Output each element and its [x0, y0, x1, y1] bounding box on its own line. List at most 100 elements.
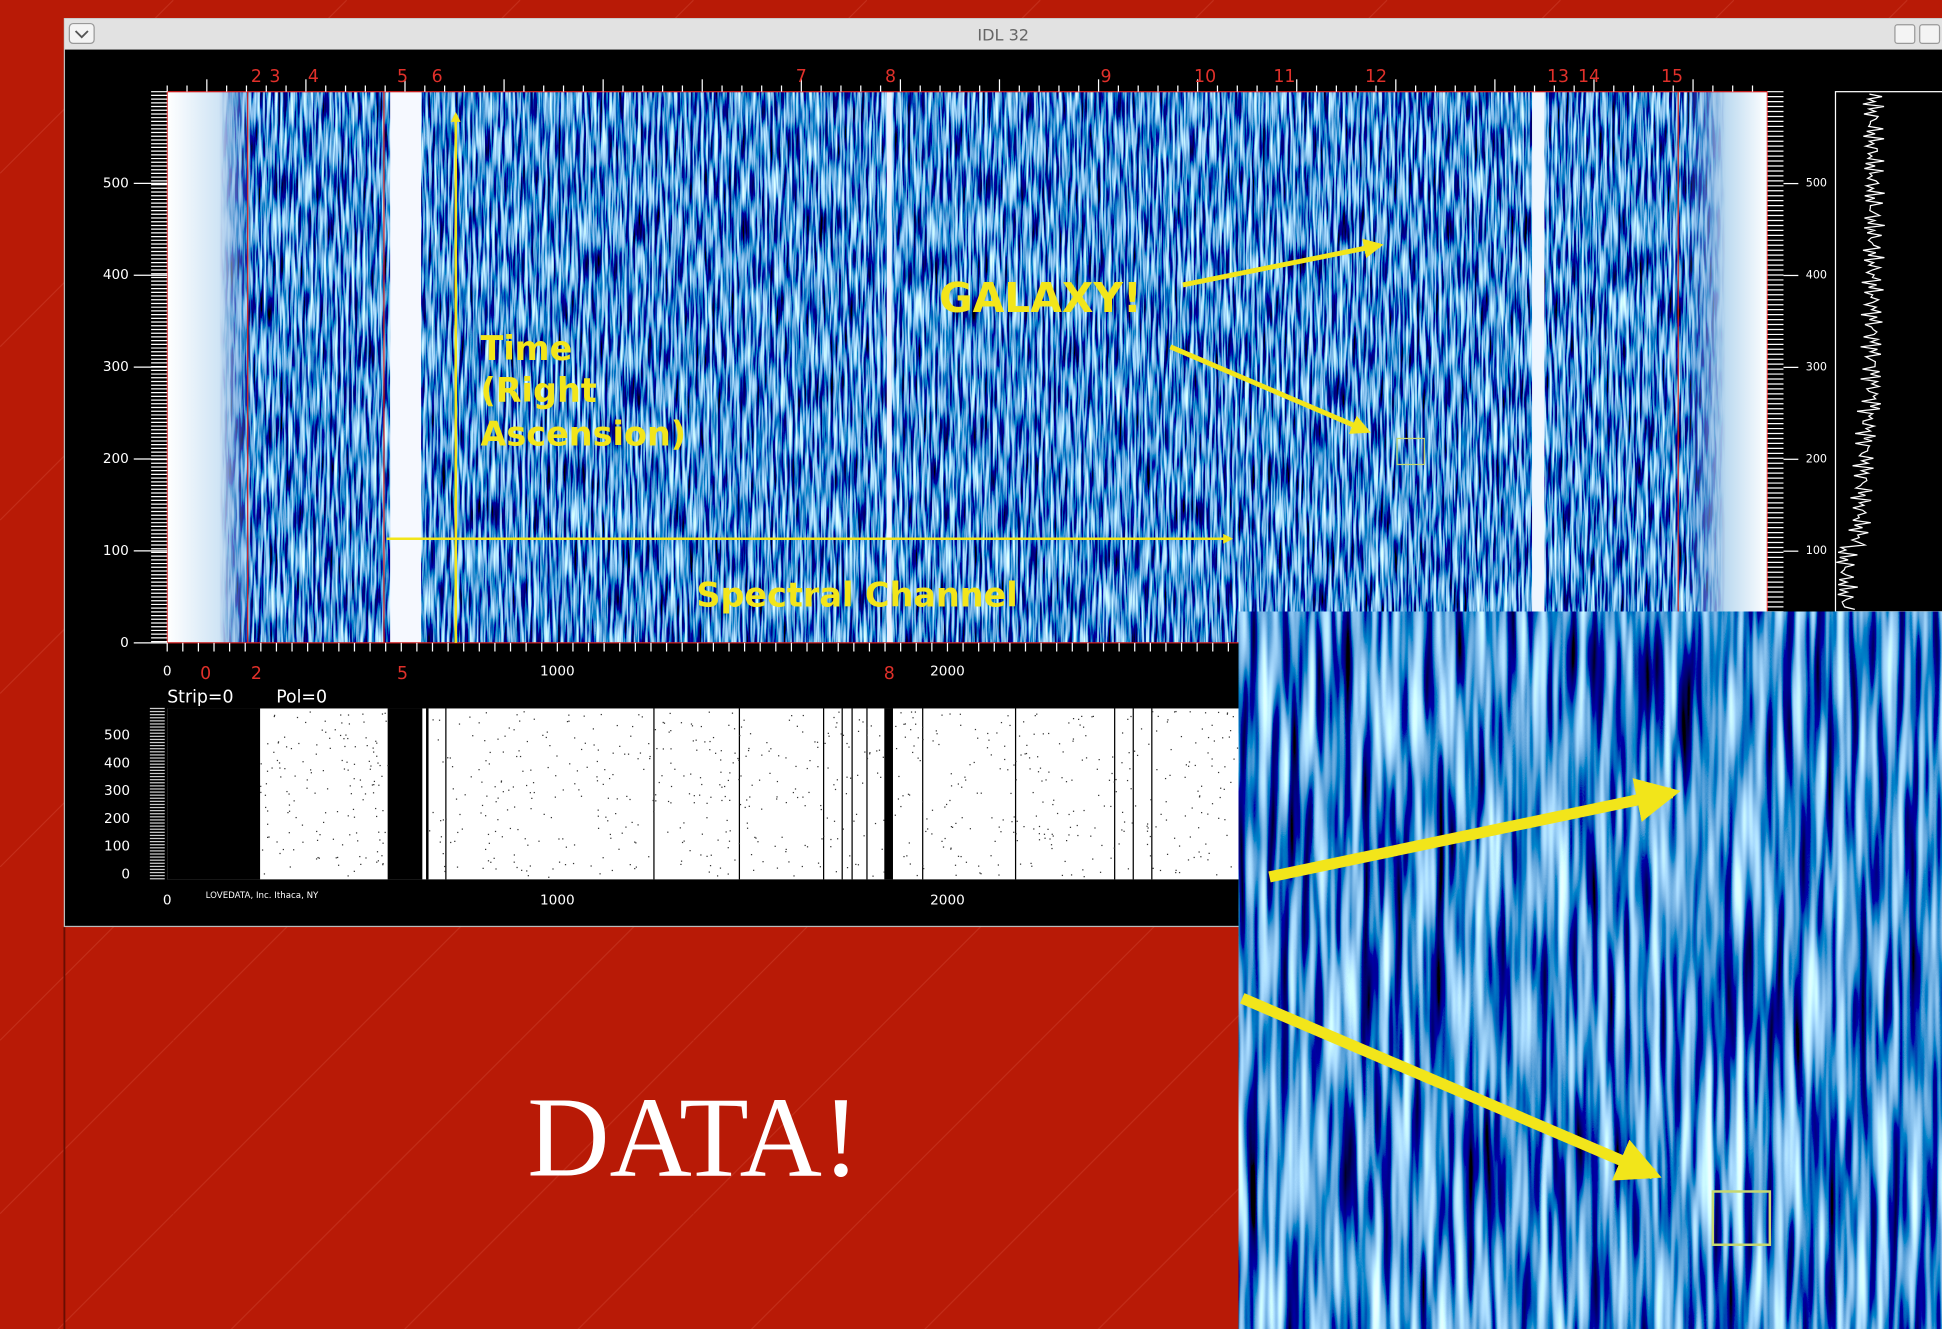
flag-dot: [356, 832, 357, 833]
flag-plot: [167, 708, 1238, 879]
flag-dot: [955, 823, 956, 824]
channel-label: 11: [1273, 67, 1295, 87]
flag-dot: [830, 839, 831, 840]
flag-dot: [849, 855, 850, 856]
flag-dot: [683, 775, 684, 776]
band-edge-left: [167, 92, 254, 643]
flag-dot: [755, 838, 756, 839]
flag-dot: [670, 763, 671, 764]
flag-dot: [876, 750, 877, 751]
flag-dot: [820, 866, 821, 867]
side-plot: [1835, 92, 1942, 612]
flag-dot: [855, 864, 856, 865]
flag-dot: [598, 810, 599, 811]
flag-dot: [335, 729, 336, 730]
flag-dot: [709, 712, 710, 713]
flag-dot: [864, 751, 865, 752]
flag-dot: [382, 713, 383, 714]
flag-dot: [990, 855, 991, 856]
flag-dot: [1013, 764, 1014, 765]
flag-dot: [749, 796, 750, 797]
flag-dot: [1201, 812, 1202, 813]
flag-dot: [670, 802, 671, 803]
flag-dot: [1207, 813, 1208, 814]
page: DATA! {"window": {"title": "IDL 32"}, "p…: [0, 0, 1942, 1329]
flag-dot: [900, 806, 901, 807]
flag-dot: [1068, 722, 1069, 723]
flag-dot: [869, 753, 870, 754]
flag-dot: [501, 781, 502, 782]
flag-dot: [862, 721, 863, 722]
flag-dot: [958, 783, 959, 784]
flag-dot: [750, 733, 751, 734]
maximize-button[interactable]: [1920, 25, 1940, 44]
flag-dot: [1199, 795, 1200, 796]
flag-dot: [1035, 715, 1036, 716]
flag-dot: [632, 822, 633, 823]
flag-dot: [1041, 780, 1042, 781]
flag-dot: [635, 842, 636, 843]
flag-dot: [1147, 827, 1148, 828]
flag-dot: [624, 754, 625, 755]
flag-dot: [469, 717, 470, 718]
flag-dot: [917, 758, 918, 759]
flag-dot: [495, 786, 496, 787]
flag-dot: [786, 849, 787, 850]
flag-dot: [728, 873, 729, 874]
flag-dot: [752, 785, 753, 786]
minimize-button[interactable]: [1895, 25, 1915, 44]
flag-dot: [1185, 815, 1186, 816]
flag-dot: [747, 828, 748, 829]
flag-dot: [348, 770, 349, 771]
flag-dot: [910, 863, 911, 864]
flag-dot: [871, 725, 872, 726]
flag-dot: [1044, 838, 1045, 839]
flag-dot: [484, 740, 485, 741]
flag-dot: [360, 864, 361, 865]
flag-dot: [769, 773, 770, 774]
flag-dot: [1146, 826, 1147, 827]
flag-dot: [858, 864, 859, 865]
pol-label: Pol=0: [276, 687, 327, 707]
y-tick-label: 500: [103, 175, 129, 191]
flag-dot: [958, 856, 959, 857]
window-menu-button[interactable]: [69, 24, 94, 44]
flag-dot: [1150, 855, 1151, 856]
flag-dot: [775, 846, 776, 847]
flag-dot: [486, 796, 487, 797]
flag-dot: [670, 730, 671, 731]
flag-dot: [817, 742, 818, 743]
flag-dot: [895, 815, 896, 816]
flag-dot: [1085, 735, 1086, 736]
flag-dot: [456, 799, 457, 800]
flag-dot: [880, 777, 881, 778]
flag-dot: [1083, 727, 1084, 728]
flag-dot: [1052, 804, 1053, 805]
flag-dot: [738, 779, 739, 780]
flag-dot: [1227, 712, 1228, 713]
flag-dot: [1115, 779, 1116, 780]
flag-dot: [1190, 711, 1191, 712]
flag-dot: [739, 843, 740, 844]
flag-dot: [440, 841, 441, 842]
flag-dot: [710, 865, 711, 866]
flag-dot: [1222, 737, 1223, 738]
flag-dot: [1160, 814, 1161, 815]
flag-dot: [1233, 716, 1234, 717]
flag-dot: [1226, 835, 1227, 836]
flag-dot: [483, 868, 484, 869]
flag-dot: [684, 840, 685, 841]
flag-dot: [817, 747, 818, 748]
flag-dot: [649, 756, 650, 757]
flag-dot: [462, 828, 463, 829]
flag-dot: [330, 748, 331, 749]
flag-dot: [1082, 869, 1083, 870]
flag-dot: [507, 809, 508, 810]
flag-dot: [453, 788, 454, 789]
lower-x-tick-label: 1000: [540, 892, 575, 908]
flag-dot: [1040, 768, 1041, 769]
flag-dot: [490, 752, 491, 753]
flag-dot: [998, 864, 999, 865]
flag-dot: [827, 817, 828, 818]
flag-dot: [319, 858, 320, 859]
